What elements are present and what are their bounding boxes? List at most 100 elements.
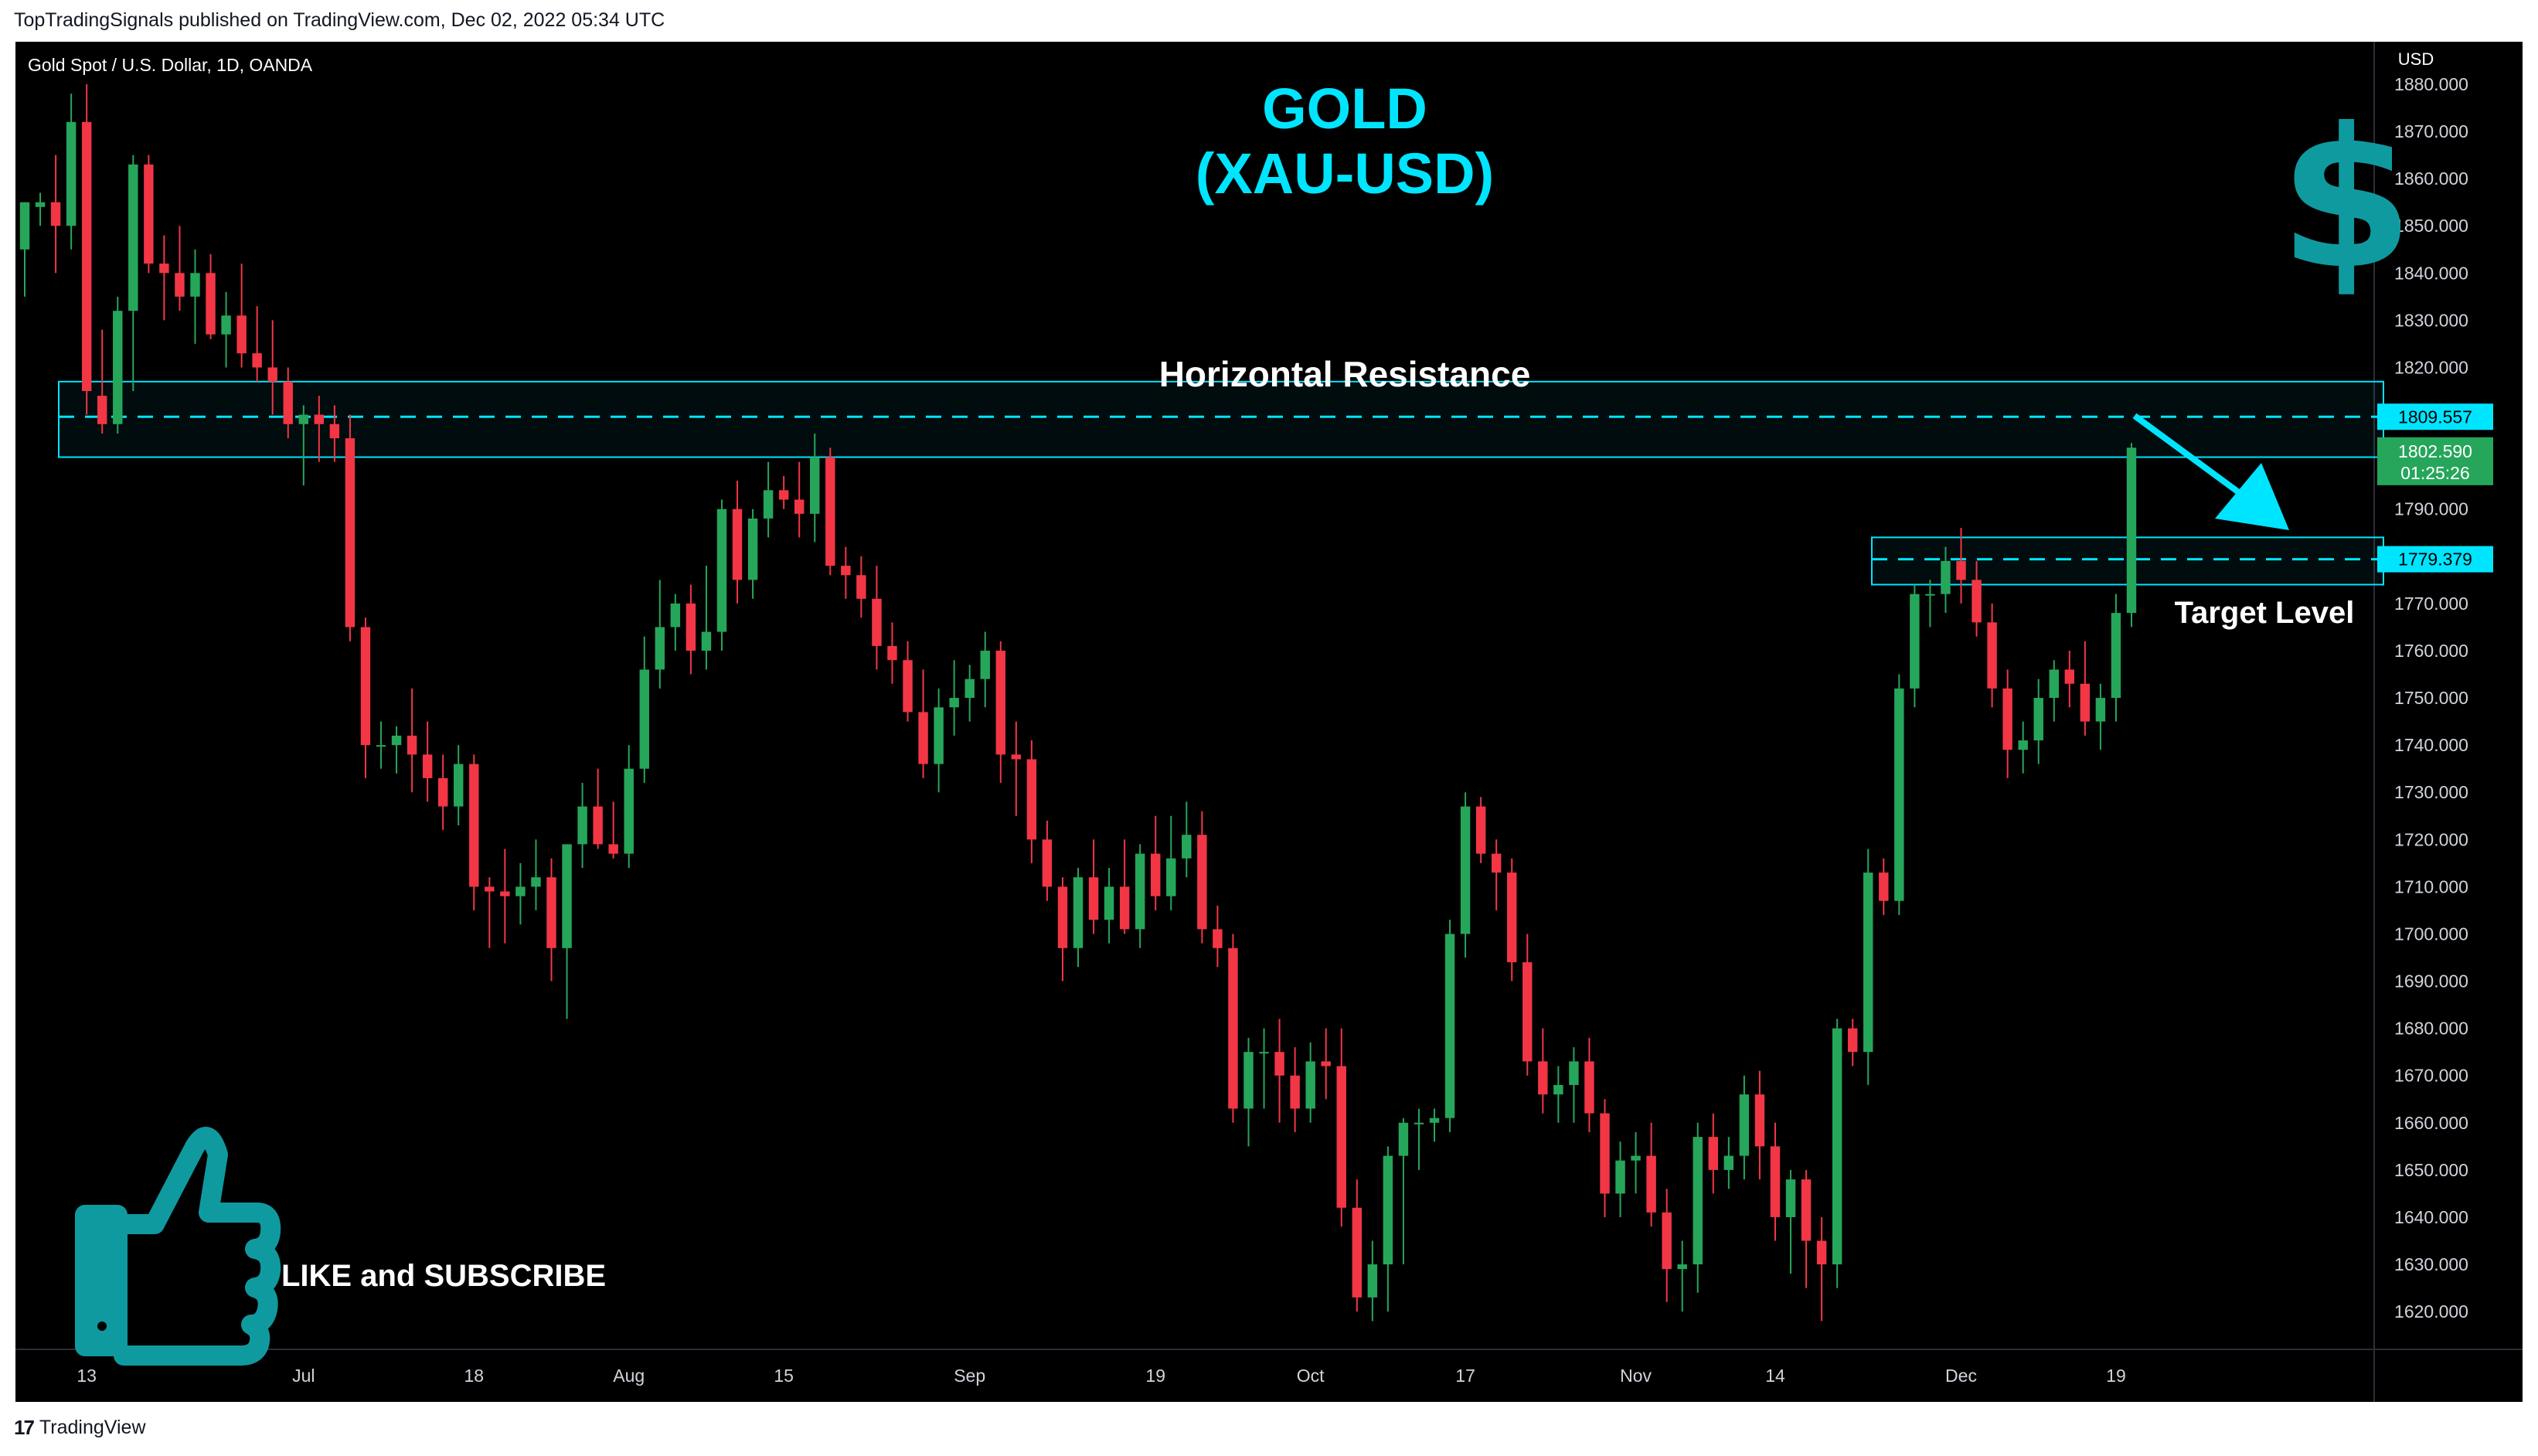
candle bbox=[1972, 560, 1982, 637]
candle-body bbox=[1475, 806, 1486, 854]
candle-body bbox=[1615, 1160, 1625, 1194]
candle bbox=[1321, 1028, 1331, 1100]
candle-body bbox=[469, 764, 479, 887]
candle-body bbox=[1739, 1094, 1750, 1156]
candle bbox=[2126, 443, 2137, 628]
candle bbox=[995, 641, 1005, 784]
candle bbox=[144, 155, 154, 274]
candle-body bbox=[314, 414, 325, 424]
candle bbox=[128, 155, 138, 392]
candle bbox=[1987, 603, 1997, 708]
candle-body bbox=[732, 509, 743, 580]
candle-body bbox=[1910, 594, 1920, 689]
candle-body bbox=[1243, 1052, 1254, 1109]
candle bbox=[1429, 1108, 1440, 1142]
candle-body bbox=[97, 396, 107, 424]
footer-brand[interactable]: 17 TradingView bbox=[14, 1416, 146, 1440]
candle bbox=[1135, 844, 1145, 948]
candle bbox=[686, 584, 696, 675]
candle bbox=[113, 296, 123, 434]
candle-body bbox=[825, 457, 835, 566]
candle-body bbox=[1166, 858, 1176, 896]
candle-body bbox=[1522, 962, 1533, 1062]
candle bbox=[159, 235, 169, 321]
price-tick-label: 1720.000 bbox=[2394, 829, 2468, 849]
candle bbox=[2064, 650, 2075, 708]
candle-body bbox=[1259, 1052, 1269, 1054]
candle bbox=[701, 566, 712, 670]
candle bbox=[747, 509, 758, 599]
time-axis[interactable]: 13 Jul 18 Aug 15 Sep 19 Oct 17 Nov 14 Dec 19 bbox=[77, 1366, 2125, 1386]
candle-body bbox=[903, 660, 913, 713]
candle-body bbox=[1073, 877, 1084, 948]
price-tick-label: 1760.000 bbox=[2394, 641, 2468, 661]
time-tick-label: 13 bbox=[77, 1366, 97, 1386]
candle-body bbox=[1801, 1179, 1812, 1241]
candle-body bbox=[283, 381, 293, 424]
footer-brand-label: TradingView bbox=[39, 1417, 146, 1438]
candle-body bbox=[1941, 560, 1951, 594]
candle-body bbox=[360, 627, 371, 746]
candle bbox=[1832, 1019, 1842, 1288]
price-tick-label: 1660.000 bbox=[2394, 1113, 2468, 1133]
candle-body bbox=[1414, 1122, 1424, 1124]
candle bbox=[500, 849, 510, 944]
candle-body bbox=[995, 650, 1005, 755]
candle-body bbox=[1972, 580, 1982, 623]
candle-body bbox=[113, 311, 123, 424]
candle bbox=[1785, 1169, 1796, 1274]
candle bbox=[1708, 1113, 1719, 1194]
target-price-tag: 1779.379 bbox=[2377, 546, 2493, 573]
candle bbox=[903, 641, 913, 722]
candle-body bbox=[965, 679, 975, 699]
candle bbox=[608, 801, 618, 859]
price-tick-label: 1850.000 bbox=[2394, 216, 2468, 236]
candle bbox=[1646, 1122, 1656, 1227]
candle-body bbox=[593, 806, 603, 845]
candle-body bbox=[1956, 560, 1966, 580]
last-price-tag: 1802.590 01:25:26 bbox=[2377, 437, 2493, 485]
candle-body bbox=[345, 438, 356, 628]
candle-body bbox=[190, 273, 200, 297]
candle bbox=[965, 665, 975, 722]
candle bbox=[1182, 801, 1192, 878]
candle-body bbox=[1879, 873, 1889, 901]
candle-body bbox=[175, 273, 185, 297]
candle bbox=[1305, 1042, 1315, 1123]
candle bbox=[1057, 877, 1068, 981]
price-tick-label: 1770.000 bbox=[2394, 594, 2468, 614]
price-tick-label: 1880.000 bbox=[2394, 74, 2468, 94]
candle bbox=[190, 249, 200, 344]
candle bbox=[1538, 1028, 1548, 1114]
time-tick-label: 19 bbox=[2106, 1366, 2126, 1386]
time-tick-label: 17 bbox=[1455, 1366, 1475, 1386]
candle-body bbox=[887, 645, 897, 661]
candle bbox=[2111, 594, 2121, 722]
candle-body bbox=[2111, 613, 2121, 699]
candle bbox=[1088, 839, 1099, 934]
candle-body bbox=[686, 603, 696, 651]
candle-body bbox=[1925, 594, 1935, 596]
price-tick-label: 1740.000 bbox=[2394, 735, 2468, 755]
candle-body bbox=[934, 707, 944, 764]
candle bbox=[469, 754, 479, 910]
candle-body bbox=[1274, 1052, 1284, 1076]
candle bbox=[1213, 905, 1223, 968]
candle bbox=[1754, 1070, 1765, 1180]
candle-body bbox=[856, 575, 866, 599]
tradingview-logo-icon: 17 bbox=[14, 1416, 35, 1439]
candle bbox=[19, 202, 30, 297]
price-tick-label: 1640.000 bbox=[2394, 1207, 2468, 1227]
candle bbox=[1677, 1240, 1687, 1312]
candle-body bbox=[1491, 853, 1502, 873]
time-tick-label: 18 bbox=[464, 1366, 484, 1386]
price-tick-label: 1690.000 bbox=[2394, 971, 2468, 992]
candle-body bbox=[2095, 698, 2106, 722]
candle bbox=[1600, 1099, 1610, 1217]
like-subscribe-text: LIKE and SUBSCRIBE bbox=[281, 1259, 606, 1293]
resistance-zone[interactable] bbox=[58, 380, 2384, 458]
candle bbox=[1584, 1037, 1594, 1133]
candle bbox=[1228, 934, 1238, 1123]
candle bbox=[175, 226, 185, 311]
candle-body bbox=[1026, 759, 1037, 840]
